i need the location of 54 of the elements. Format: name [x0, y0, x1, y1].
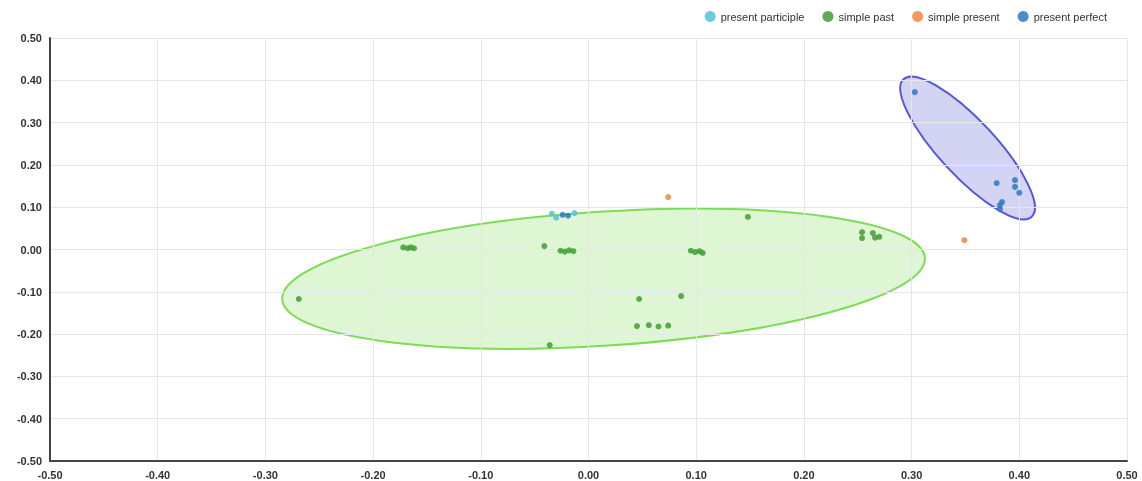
y-tick-label: 0.00 — [20, 243, 42, 256]
point — [1016, 189, 1023, 196]
point — [645, 322, 652, 329]
point — [570, 248, 577, 255]
y-tick-label: 0.50 — [20, 32, 42, 44]
y-tick-label: 0.30 — [20, 116, 42, 129]
point — [546, 342, 553, 349]
point — [871, 234, 878, 241]
point — [411, 245, 418, 252]
point — [541, 243, 548, 250]
y-tick-label: -0.40 — [16, 412, 42, 425]
point — [548, 210, 555, 217]
y-tick-label: -0.50 — [16, 455, 42, 467]
x-tick-label: 0.00 — [577, 468, 600, 481]
point — [678, 293, 685, 300]
y-tick-label: -0.10 — [16, 285, 42, 298]
x-tick-label: -0.30 — [252, 468, 278, 481]
legend-label: present perfect — [1033, 10, 1107, 23]
point — [665, 194, 672, 201]
point — [744, 213, 751, 220]
legend-label: simple present — [928, 10, 1000, 23]
x-tick-label: -0.10 — [468, 468, 494, 481]
point — [911, 89, 918, 96]
y-tick-label: -0.20 — [16, 328, 42, 341]
point — [553, 214, 560, 221]
y-tick-label: 0.20 — [20, 158, 42, 171]
point — [636, 295, 643, 302]
point — [571, 210, 578, 217]
point — [1012, 177, 1018, 184]
point — [993, 180, 1000, 187]
x-tick-label: 0.30 — [900, 468, 923, 481]
y-tick-label: -0.30 — [16, 370, 42, 383]
legend-label: simple past — [838, 10, 895, 23]
x-tick-label: -0.20 — [360, 468, 386, 481]
point — [859, 235, 866, 242]
point — [565, 212, 572, 219]
point — [961, 237, 968, 244]
x-tick-label: 0.10 — [685, 468, 707, 481]
y-tick-label: 0.40 — [20, 74, 42, 87]
point — [559, 211, 566, 218]
x-tick-label: 0.40 — [1008, 468, 1031, 481]
x-tick-label: 0.20 — [793, 468, 815, 481]
point — [859, 229, 866, 236]
x-tick-label: -0.50 — [37, 468, 63, 481]
legend-label: present participle — [720, 10, 805, 23]
point — [295, 295, 302, 302]
point — [655, 323, 662, 330]
y-tick-label: 0.10 — [20, 201, 42, 214]
point — [869, 230, 876, 236]
x-tick-label: -0.40 — [145, 468, 171, 481]
point — [633, 323, 640, 330]
x-tick-label: 0.50 — [1116, 468, 1138, 481]
point — [665, 322, 672, 329]
point — [1012, 183, 1018, 190]
